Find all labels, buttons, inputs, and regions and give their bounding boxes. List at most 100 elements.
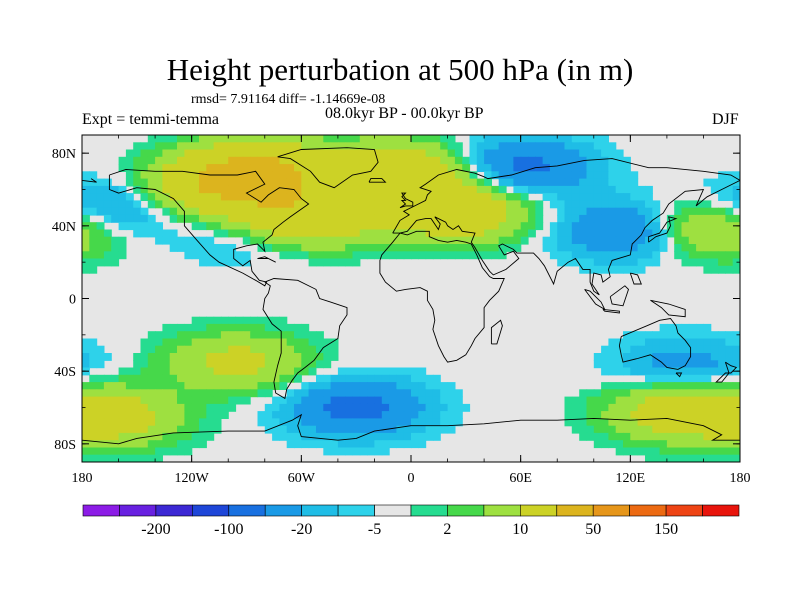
field-cell [425, 418, 434, 427]
field-cell [630, 396, 639, 405]
field-cell [89, 432, 98, 441]
field-cell [140, 214, 149, 223]
field-cell [718, 185, 726, 194]
field-cell [169, 382, 178, 390]
field-cell [476, 244, 485, 252]
field-cell [89, 200, 98, 209]
field-cell [279, 207, 288, 216]
field-cell [184, 331, 193, 340]
field-cell [272, 142, 280, 151]
field-cell [469, 222, 478, 231]
field-cell [652, 214, 661, 223]
field-cell [688, 244, 697, 252]
field-cell [147, 171, 156, 180]
field-cell [447, 411, 456, 419]
field-cell [615, 432, 624, 441]
field-cell [637, 440, 646, 449]
field-cell [425, 164, 434, 172]
field-cell [264, 382, 273, 390]
field-cell [718, 236, 726, 245]
field-cell [367, 222, 375, 231]
coastline [675, 372, 683, 378]
field-cell [389, 207, 397, 216]
field-cell [696, 374, 704, 383]
field-cell [688, 251, 697, 260]
field-cell [623, 425, 631, 434]
field-cell [586, 200, 595, 209]
field-cell [688, 425, 697, 434]
field-cell [220, 396, 229, 405]
field-cell [579, 425, 588, 434]
field-cell [316, 135, 324, 143]
field-cell [191, 244, 200, 252]
field-cell [513, 142, 522, 151]
field-cell [462, 185, 471, 194]
field-cell [520, 149, 529, 158]
field-cell [191, 316, 200, 325]
field-cell [703, 440, 712, 449]
field-cell [674, 382, 683, 390]
field-cell [155, 200, 163, 209]
field-cell [242, 345, 251, 354]
field-cell [140, 440, 149, 449]
field-cell [235, 374, 244, 383]
field-cell [623, 171, 631, 180]
field-cell [623, 207, 631, 216]
field-cell [147, 389, 156, 398]
field-cell [220, 367, 229, 376]
field-cell [82, 353, 90, 361]
field-cell [155, 374, 163, 383]
field-cell [177, 389, 185, 398]
field-cell [330, 229, 339, 238]
field-cell [381, 411, 390, 419]
field-cell [89, 403, 98, 412]
field-cell [725, 403, 734, 412]
field-cell [111, 418, 120, 427]
field-cell [352, 135, 361, 143]
field-cell [440, 389, 449, 398]
field-cell [89, 411, 98, 419]
field-cell [615, 447, 624, 456]
field-cell [155, 149, 163, 158]
field-cell [637, 258, 646, 267]
field-cell [535, 142, 544, 151]
field-cell [199, 382, 207, 390]
field-cell [593, 178, 602, 187]
field-cell [710, 360, 719, 369]
field-cell [330, 222, 339, 231]
field-cell [125, 222, 134, 231]
field-cell [96, 440, 105, 449]
field-cell [703, 382, 712, 390]
field-cell [308, 149, 317, 158]
field-cell [125, 171, 134, 180]
field-cell [82, 389, 90, 398]
field-cell [155, 432, 163, 441]
field-cell [250, 222, 259, 231]
field-cell [228, 244, 237, 252]
field-cell [272, 135, 280, 143]
field-cell [162, 396, 171, 405]
field-cell [352, 396, 361, 405]
field-cell [184, 447, 193, 456]
coastline [584, 288, 606, 311]
field-cell [257, 142, 266, 151]
field-cell [645, 418, 653, 427]
field-cell [177, 178, 185, 187]
field-cell [323, 411, 332, 419]
field-cell [454, 396, 463, 405]
field-cell [257, 236, 266, 245]
field-cell [623, 244, 631, 252]
field-cell [191, 323, 200, 332]
field-cell [147, 367, 156, 376]
field-cell [425, 425, 434, 434]
field-cell [367, 418, 375, 427]
field-cell [125, 367, 134, 376]
field-cell [425, 411, 434, 419]
field-cell [411, 156, 419, 165]
field-cell [571, 193, 580, 201]
field-cell [440, 149, 449, 158]
field-cell [125, 425, 134, 434]
field-cell [118, 236, 127, 245]
field-cell [316, 200, 324, 209]
field-cell [125, 447, 134, 456]
